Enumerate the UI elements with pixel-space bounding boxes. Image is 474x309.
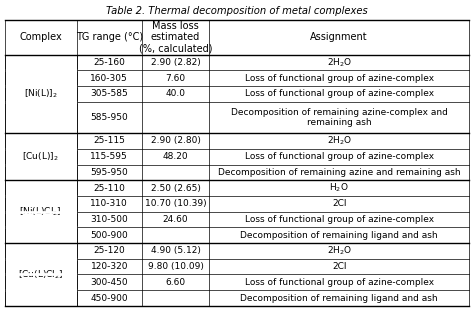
Text: Loss of functional group of azine-complex: Loss of functional group of azine-comple… <box>245 89 434 98</box>
Text: 160-305: 160-305 <box>91 74 128 83</box>
Text: [Cu(L)]$_2$: [Cu(L)]$_2$ <box>22 150 59 163</box>
Text: Complex: Complex <box>19 32 62 42</box>
Text: [Ni(L)Cl$_2$]: [Ni(L)Cl$_2$] <box>19 205 62 218</box>
Text: 24.60: 24.60 <box>163 215 188 224</box>
Text: 48.20: 48.20 <box>163 152 188 161</box>
Text: Loss of functional group of azine-complex: Loss of functional group of azine-comple… <box>245 152 434 161</box>
Text: 2Cl: 2Cl <box>332 262 346 271</box>
Text: [Cu(L)Cl$_2$]: [Cu(L)Cl$_2$] <box>18 268 64 281</box>
Text: Assignment: Assignment <box>310 32 368 42</box>
Text: 6.60: 6.60 <box>165 278 185 287</box>
Text: Loss of functional group of azine-complex: Loss of functional group of azine-comple… <box>245 215 434 224</box>
Text: 2.50 (2.65): 2.50 (2.65) <box>151 184 201 193</box>
Text: Mass loss
estimated
(%, calculated): Mass loss estimated (%, calculated) <box>139 21 212 54</box>
Text: 450-900: 450-900 <box>91 294 128 303</box>
Text: 2Cl: 2Cl <box>332 199 346 208</box>
Text: [Ni(L)]$_2$: [Ni(L)]$_2$ <box>24 87 58 100</box>
Text: 25-120: 25-120 <box>93 247 125 256</box>
Text: 585-950: 585-950 <box>91 113 128 122</box>
Text: 300-450: 300-450 <box>91 278 128 287</box>
Text: 2H$_2$O: 2H$_2$O <box>327 135 352 147</box>
Text: 25-160: 25-160 <box>93 58 125 67</box>
Text: Decomposition of remaining azine-complex and
remaining ash: Decomposition of remaining azine-complex… <box>231 108 447 127</box>
Text: Table 2. Thermal decomposition of metal complexes: Table 2. Thermal decomposition of metal … <box>106 6 368 16</box>
Text: 25-115: 25-115 <box>93 137 125 146</box>
Text: 9.80 (10.09): 9.80 (10.09) <box>147 262 203 271</box>
Text: 10.70 (10.39): 10.70 (10.39) <box>145 199 206 208</box>
Text: 305-585: 305-585 <box>91 89 128 98</box>
Text: Loss of functional group of azine-complex: Loss of functional group of azine-comple… <box>245 278 434 287</box>
Text: 2.90 (2.82): 2.90 (2.82) <box>151 58 201 67</box>
Text: 115-595: 115-595 <box>91 152 128 161</box>
Text: Decomposition of remaining ligand and ash: Decomposition of remaining ligand and as… <box>240 294 438 303</box>
Text: Decomposition of remaining azine and remaining ash: Decomposition of remaining azine and rem… <box>218 168 461 177</box>
Text: 500-900: 500-900 <box>91 231 128 240</box>
Text: 595-950: 595-950 <box>91 168 128 177</box>
Text: 40.0: 40.0 <box>165 89 185 98</box>
Text: Loss of functional group of azine-complex: Loss of functional group of azine-comple… <box>245 74 434 83</box>
Text: 4.90 (5.12): 4.90 (5.12) <box>151 247 201 256</box>
Text: 310-500: 310-500 <box>91 215 128 224</box>
Text: 110-310: 110-310 <box>91 199 128 208</box>
Text: 25-110: 25-110 <box>93 184 125 193</box>
Text: 7.60: 7.60 <box>165 74 185 83</box>
Text: Decomposition of remaining ligand and ash: Decomposition of remaining ligand and as… <box>240 231 438 240</box>
Text: 120-320: 120-320 <box>91 262 128 271</box>
Text: TG range (°C): TG range (°C) <box>76 32 143 42</box>
Text: 2H$_2$O: 2H$_2$O <box>327 56 352 69</box>
Text: 2.90 (2.80): 2.90 (2.80) <box>151 137 201 146</box>
Text: H$_2$O: H$_2$O <box>329 182 349 194</box>
Text: 2H$_2$O: 2H$_2$O <box>327 245 352 257</box>
